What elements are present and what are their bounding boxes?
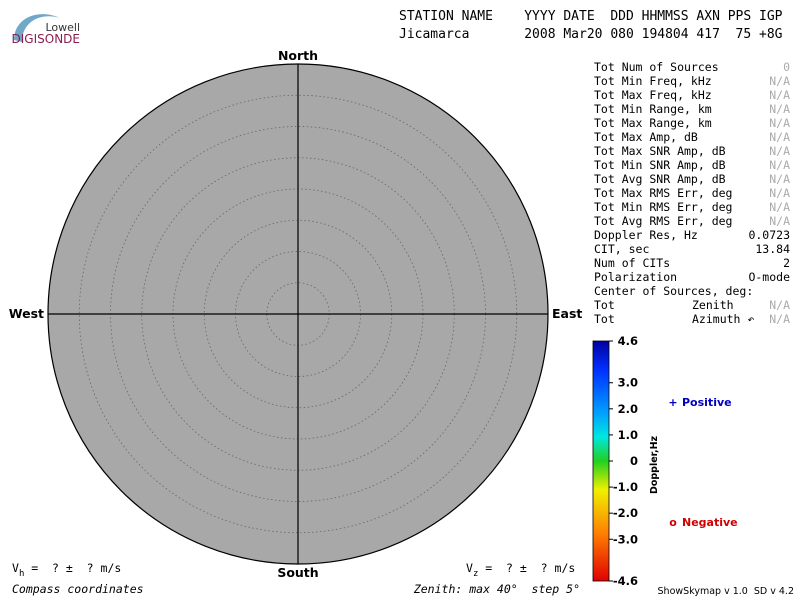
stat-value: N/A	[769, 312, 790, 326]
stat-label: Tot Min SNR Amp, dB	[594, 158, 726, 172]
stats-table: Tot Num of Sources 0 Tot Min Freq, kHz N/A T…	[594, 60, 790, 326]
header-columns: STATION NAME YYYY DATE DDD HHMMSS AXN PP…	[399, 9, 783, 24]
stat-value: 13.84	[755, 242, 790, 256]
stat-value: 0	[783, 60, 790, 74]
stat-value: N/A	[769, 200, 790, 214]
legend-label: Negative	[682, 516, 738, 529]
colorbar-tick-label: 4.6	[618, 334, 638, 348]
stat-value: N/A	[769, 144, 790, 158]
stat-label: Tot	[594, 298, 615, 312]
vz-sub: z	[473, 569, 478, 579]
polar-plot: North South West East	[9, 48, 583, 580]
colorbar-tick-label: -2.0	[613, 506, 638, 520]
colorbar-tick-label: 0	[630, 454, 638, 468]
stat-value: N/A	[769, 130, 790, 144]
logo-swoosh	[14, 14, 60, 42]
legend-label: Positive	[682, 396, 732, 409]
colorbar-fill	[592, 340, 610, 582]
vh-sub: h	[19, 569, 24, 579]
stat-value: 2	[783, 256, 790, 270]
stat-label: Tot Max RMS Err, deg	[594, 186, 732, 200]
dir-south: South	[277, 565, 318, 580]
colorbar-tick-label: 2.0	[618, 402, 638, 416]
colorbar: 4.6 3.0 2.0 1.0 0 -1.0 -2.0 -3.0 -4.6 Doppler,Hz +…	[592, 334, 738, 588]
vz-symbol: V	[466, 561, 473, 575]
legend-marker: +	[668, 396, 677, 409]
stat-label: Tot Max Amp, dB	[594, 130, 698, 144]
stat-label: Num of CITs	[594, 256, 670, 270]
stat-label: Tot Max Freq, kHz	[594, 88, 712, 102]
stat-value: N/A	[769, 102, 790, 116]
coords-note: Compass coordinates	[12, 582, 144, 596]
zenith-note: Zenith: max 40° step 5°	[413, 582, 580, 596]
stat-value: N/A	[769, 88, 790, 102]
stat-label: Doppler Res, Hz	[594, 228, 698, 242]
stat-value: N/A	[769, 298, 790, 312]
logo: Lowell DIGISONDE	[12, 14, 80, 46]
stat-label: Tot	[594, 312, 615, 326]
dir-north: North	[278, 48, 318, 63]
stat-label: Tot Max Range, km	[594, 116, 712, 130]
vh-symbol: V	[12, 561, 19, 575]
vh-text: = ? ± ? m/s	[24, 561, 121, 575]
colorbar-tick-label: -4.6	[613, 574, 638, 588]
colorbar-tick-label: 3.0	[618, 376, 638, 390]
header-values: Jicamarca 2008 Mar20 080 194804 417 75 +…	[399, 27, 783, 42]
stat-value: N/A	[769, 214, 790, 228]
stat-sublabel: Azimuth ↶	[692, 312, 754, 326]
stat-value: 0.0723	[748, 228, 790, 242]
legend-marker: o	[669, 516, 677, 529]
stat-label: Tot Min Freq, kHz	[594, 74, 712, 88]
colorbar-tick-label: -1.0	[613, 480, 638, 494]
stat-label: Tot Max SNR Amp, dB	[594, 144, 726, 158]
colorbar-tick-label: 1.0	[618, 428, 638, 442]
dir-west: West	[9, 306, 44, 321]
stat-label: Tot Avg RMS Err, deg	[594, 214, 732, 228]
stat-label: Tot Num of Sources	[594, 60, 719, 74]
stat-value: N/A	[769, 116, 790, 130]
stat-label: Tot Min RMS Err, deg	[594, 200, 732, 214]
vh-readout: Vh = ? ± ? m/s	[12, 561, 121, 579]
version: ShowSkymap v 1.0 SD v 4.2	[658, 586, 794, 597]
stat-value: N/A	[769, 186, 790, 200]
logo-bottom: DIGISONDE	[12, 32, 80, 46]
logo-top: Lowell	[45, 21, 80, 34]
stat-label: Polarization	[594, 270, 677, 284]
stat-value: N/A	[769, 158, 790, 172]
vz-readout: Vz = ? ± ? m/s	[466, 561, 575, 579]
stat-value: N/A	[769, 172, 790, 186]
vz-text: = ? ± ? m/s	[478, 561, 575, 575]
stat-value: N/A	[769, 74, 790, 88]
stat-label: Tot Avg SNR Amp, dB	[594, 172, 726, 186]
colorbar-tick-label: -3.0	[613, 532, 638, 546]
dir-east: East	[552, 306, 582, 321]
stat-label: CIT, sec	[594, 242, 649, 256]
stat-value: O-mode	[748, 270, 790, 284]
stat-label: Tot Min Range, km	[594, 102, 712, 116]
stat-label: Center of Sources, deg:	[594, 284, 753, 298]
stat-sublabel: Zenith	[692, 298, 734, 312]
colorbar-label: Doppler,Hz	[649, 435, 660, 494]
